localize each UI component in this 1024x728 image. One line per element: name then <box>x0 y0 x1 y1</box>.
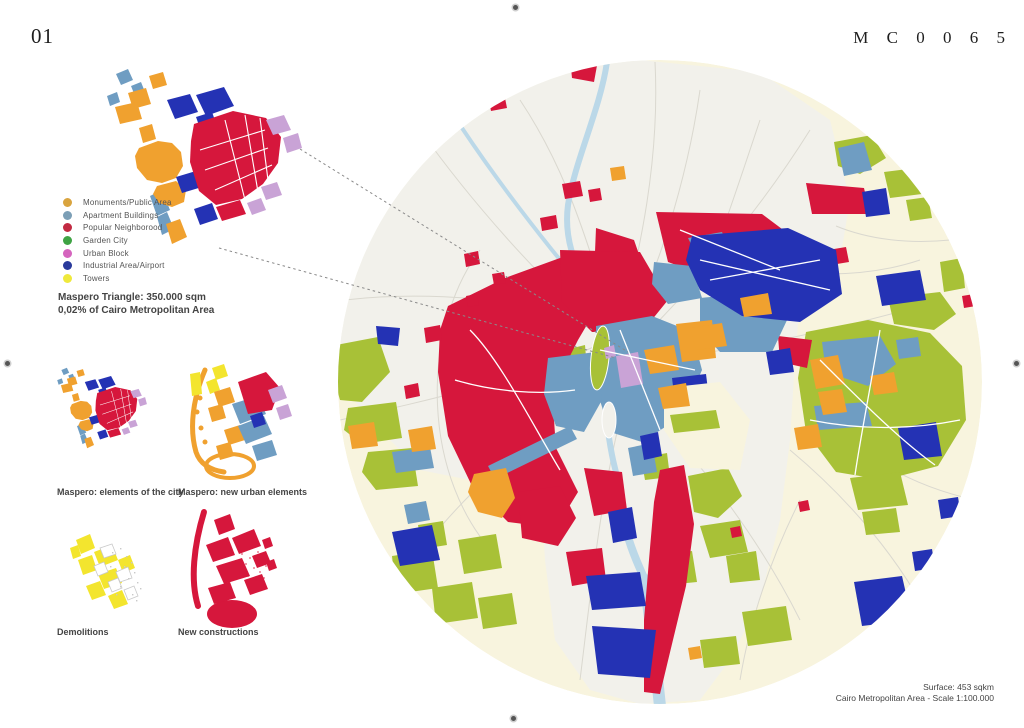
caption-new-urban-elements: Maspero: new urban elements <box>178 487 308 497</box>
legend-label: Industrial Area/Airport <box>83 261 165 271</box>
registration-mark-top <box>513 5 518 10</box>
caption-new-constructions: New constructions <box>178 627 259 637</box>
legend-dot <box>63 235 72 245</box>
maspero-note-line2: 0,02% of Cairo Metropolitan Area <box>58 304 215 316</box>
legend-dot <box>63 248 72 258</box>
legend-dot <box>63 261 72 271</box>
roda-island <box>601 401 617 439</box>
caption-elements-of-city: Maspero: elements of the city <box>57 487 184 497</box>
registration-mark-left <box>5 361 10 366</box>
footer: Surface: 453 sqkm Cairo Metropolitan Are… <box>836 682 994 704</box>
legend-item-popular: Popular Neighborood <box>63 221 172 234</box>
legend-label: Apartment Buildings <box>83 210 159 220</box>
leader-lines <box>218 148 629 359</box>
legend-dot <box>63 273 72 283</box>
green-strip <box>670 410 720 433</box>
legend-dot <box>63 197 72 207</box>
legend-label: Towers <box>83 273 110 283</box>
maspero-note-line1: Maspero Triangle: 350.000 sqm <box>58 292 206 303</box>
diagram-new-urban-elements <box>190 364 292 480</box>
legend-label: Urban Block <box>83 248 129 258</box>
legend: Monuments/Public Area Apartment Building… <box>63 196 172 285</box>
caption-demolitions: Demolitions <box>57 627 109 637</box>
street-overlays <box>454 229 961 476</box>
legend-label: Popular Neighborood <box>83 223 163 233</box>
sheet-code: M C 0 0 6 5 <box>853 28 1012 47</box>
legend-dot <box>63 223 72 233</box>
legend-item-garden-city: Garden City <box>63 234 172 247</box>
maspero-note: Maspero Triangle: 350.000 sqm 0,02% of C… <box>58 292 214 317</box>
registration-mark-right <box>1014 361 1019 366</box>
page-number: 01 <box>31 24 54 48</box>
legend-item-urban-block: Urban Block <box>63 247 172 260</box>
legend-item-towers: Towers <box>63 272 172 285</box>
footer-surface: Surface: 453 sqkm <box>923 682 994 692</box>
legend-dot <box>63 210 72 220</box>
legend-item-industrial: Industrial Area/Airport <box>63 259 172 272</box>
diagram-new-constructions <box>190 509 277 628</box>
cairo-metropolitan-map <box>338 60 982 704</box>
legend-label: Monuments/Public Area <box>83 197 172 207</box>
legend-label: Garden City <box>83 235 128 245</box>
legend-item-monuments: Monuments/Public Area <box>63 196 172 209</box>
maspero-triangle-diagram <box>107 69 302 244</box>
registration-mark-bottom <box>511 716 516 721</box>
diagram-demolitions <box>70 534 142 609</box>
legend-item-apartments: Apartment Buildings <box>63 209 172 222</box>
footer-scale: Cairo Metropolitan Area - Scale 1:100.00… <box>835 693 994 703</box>
monuments-public-areas <box>348 166 898 660</box>
diagram-elements-of-city <box>56 367 148 449</box>
zamalek-island <box>589 325 611 391</box>
